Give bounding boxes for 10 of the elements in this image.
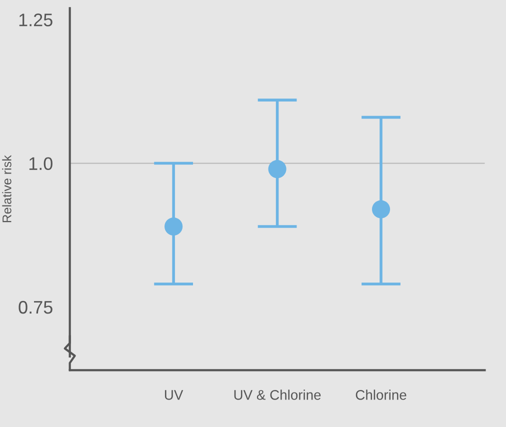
point <box>268 160 286 178</box>
point <box>164 217 183 236</box>
x-tick-label: UV <box>164 390 184 400</box>
y-axis-title: Relative risk <box>2 155 12 222</box>
point <box>372 200 390 218</box>
y-tick-label: 1.25 <box>19 14 52 26</box>
x-tick-label: UV & Chlorine <box>234 390 321 400</box>
x-tick-label: Chlorine <box>356 390 406 400</box>
y-tick-label: 1.0 <box>29 157 52 170</box>
y-tick-label: 0.75 <box>18 300 52 314</box>
